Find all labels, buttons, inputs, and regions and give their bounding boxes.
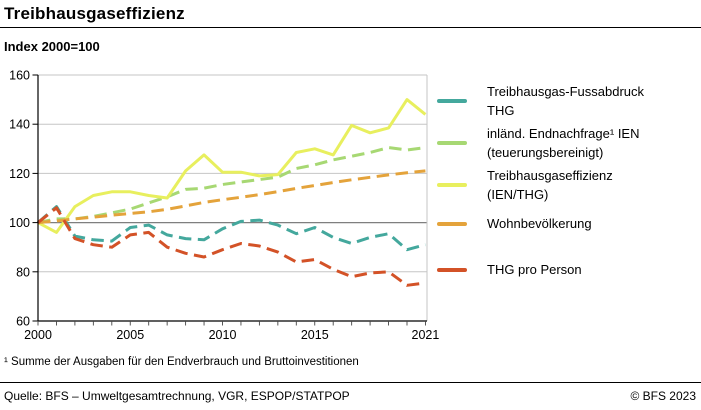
chart-legend: Treibhausgas-Fussabdruck THG inländ. Endna… [437, 82, 699, 279]
legend-item-3: Wohnbevölkerung [437, 214, 699, 233]
legend-swatch-4 [437, 267, 467, 272]
legend-label-1: inländ. Endnachfrage¹ IEN (teuerungsberei… [487, 126, 640, 160]
footer-divider [0, 382, 701, 383]
chart-subtitle: Index 2000=100 [4, 39, 100, 54]
source-text: Quelle: BFS – Umweltgesamtrechnung, VGR,… [4, 389, 350, 403]
y-tick-label-100: 100 [9, 216, 30, 230]
series-line-4 [37, 206, 426, 287]
legend-swatch-3 [437, 221, 467, 226]
x-tick-label-2021: 2021 [412, 328, 440, 342]
series-line-2 [37, 98, 427, 234]
x-tick-label-2000: 2000 [24, 328, 52, 342]
x-tick-label-2005: 2005 [116, 328, 144, 342]
x-tick-label-2010: 2010 [209, 328, 237, 342]
legend-swatch-1 [437, 141, 467, 145]
line-chart-plot-area: 60 80 100 120 140 160 2000 2005 2010 2015 2021 [9, 69, 440, 343]
series-line-1 [37, 146, 426, 225]
series-line-3 [37, 169, 426, 225]
legend-label-4: THG pro Person [487, 262, 582, 277]
legend-swatch-0 [437, 99, 467, 103]
footnote: ¹ Summe der Ausgaben für den Endverbrauc… [4, 356, 359, 368]
y-tick-label-140: 140 [9, 118, 30, 132]
series-line-0 [37, 205, 426, 252]
title-divider [0, 27, 701, 28]
y-tick-label-160: 160 [9, 69, 30, 83]
legend-label-0: Treibhausgas-Fussabdruck THG [487, 84, 645, 118]
copyright-text: © BFS 2023 [630, 389, 696, 403]
y-tick-label-80: 80 [16, 265, 30, 279]
legend-swatch-2 [437, 183, 467, 187]
legend-item-2: Treibhausgaseffizienz (IEN/THG) [437, 166, 699, 204]
legend-item-4: THG pro Person [437, 260, 699, 279]
page-title: Treibhausgaseffizienz [4, 4, 185, 23]
y-tick-label-120: 120 [9, 167, 30, 181]
y-tick-label-60: 60 [16, 315, 30, 329]
legend-label-3: Wohnbevölkerung [487, 216, 592, 231]
legend-item-0: Treibhausgas-Fussabdruck THG [437, 82, 699, 120]
x-tick-label-2015: 2015 [301, 328, 329, 342]
legend-label-2: Treibhausgaseffizienz (IEN/THG) [487, 168, 613, 202]
legend-item-1: inländ. Endnachfrage¹ IEN (teuerungsberei… [437, 124, 699, 162]
